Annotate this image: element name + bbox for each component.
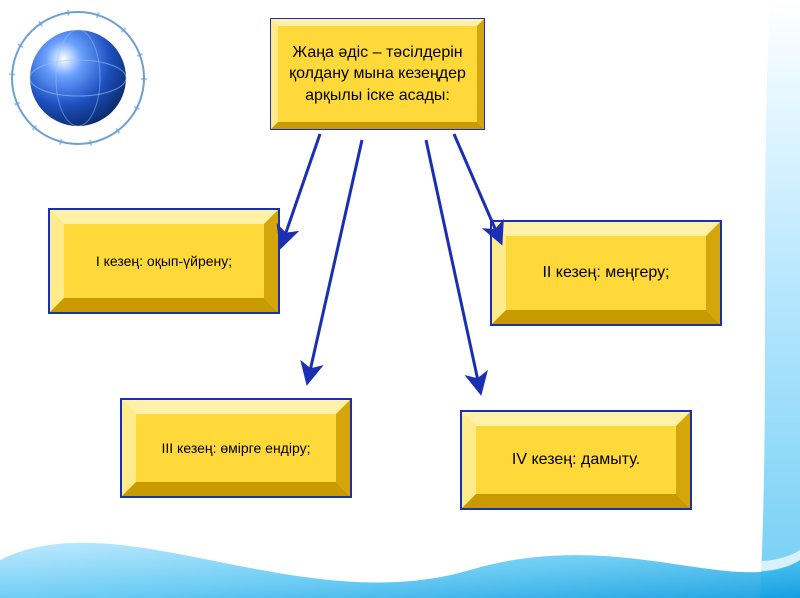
box-stage1: I кезең: оқып-үйрену; [48,208,280,314]
stage3-text: III кезең: өмірге ендіру; [162,439,311,458]
header-text: Жаңа әдіс – тәсілдерін қолдану мына кезе… [289,42,466,107]
box-stage3: III кезең: өмірге ендіру; [120,398,352,498]
right-stripe-decor [760,0,800,598]
globe-icon [30,30,126,126]
stage1-text: I кезең: оқып-үйрену; [96,252,232,271]
stage4-text: IV кезең: дамыту. [512,449,640,471]
header-box: Жаңа әдіс – тәсілдерін қолдану мына кезе… [270,18,485,130]
box-stage4: IV кезең: дамыту. [460,410,692,510]
box-stage2: II кезең: меңгеру; [490,220,722,326]
stage2-text: II кезең: меңгеру; [542,262,669,284]
